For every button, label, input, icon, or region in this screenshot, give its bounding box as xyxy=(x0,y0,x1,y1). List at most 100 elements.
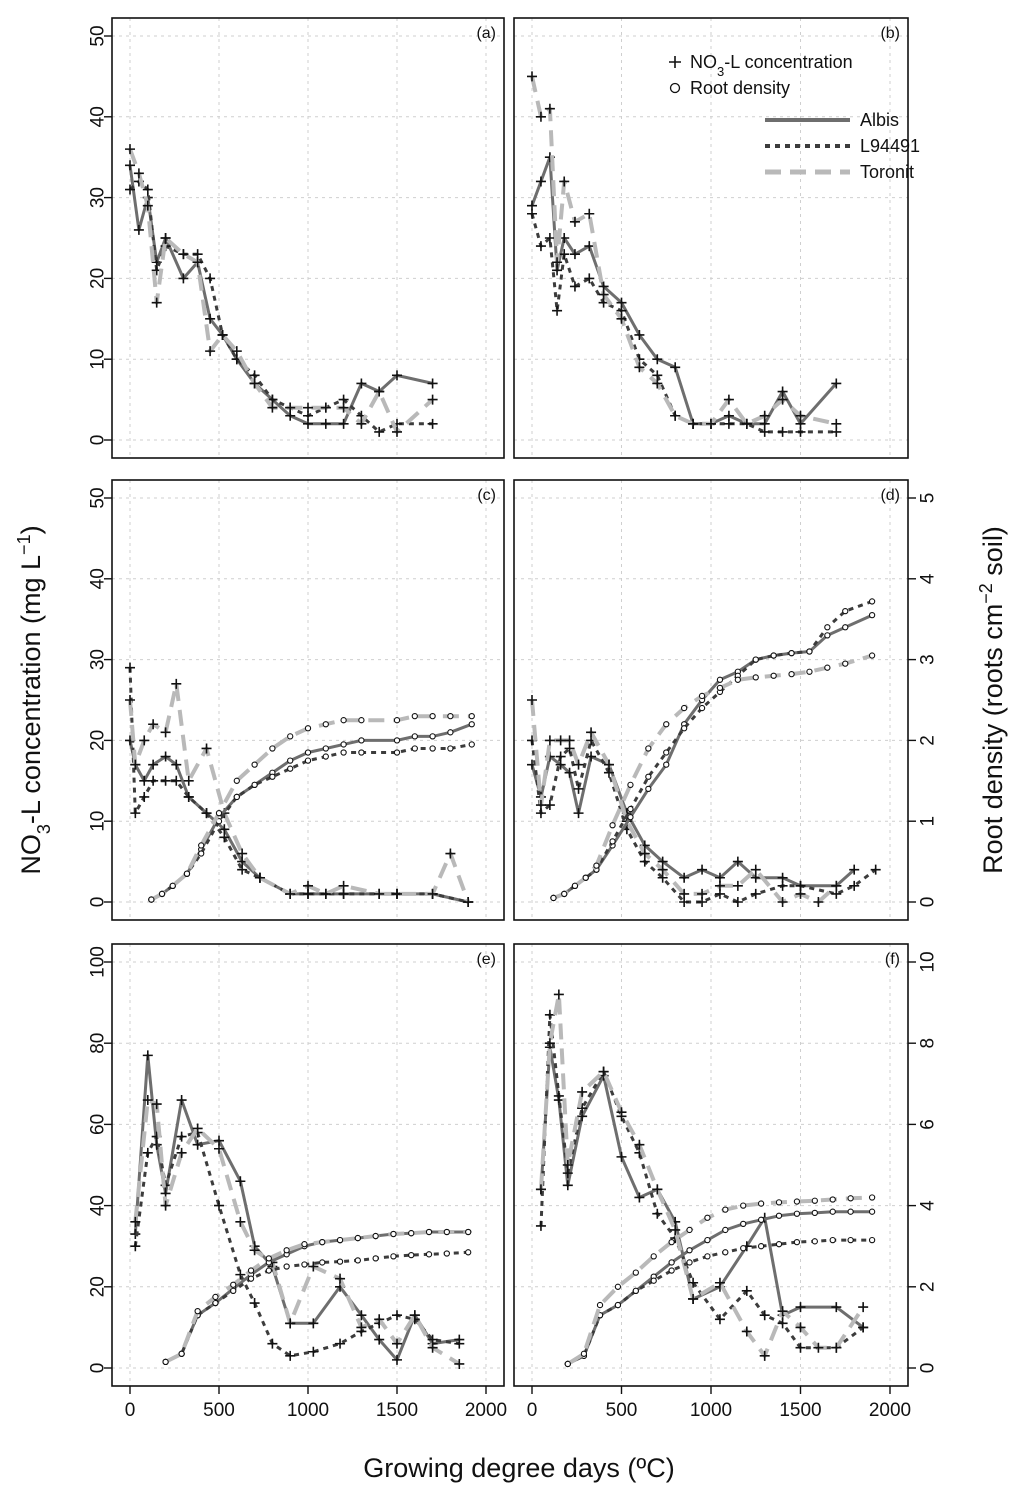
root-point xyxy=(215,809,223,817)
no3-point xyxy=(171,678,182,689)
root-point xyxy=(775,1199,783,1206)
no3-point xyxy=(214,1200,224,1211)
root-point xyxy=(704,1253,711,1260)
no3-point xyxy=(409,1310,420,1321)
no3-point xyxy=(125,184,135,195)
no3-point xyxy=(374,386,385,397)
root-point xyxy=(788,649,795,657)
no3-point xyxy=(616,313,627,324)
root-point xyxy=(465,1228,472,1236)
root-line-albis xyxy=(164,1230,469,1364)
root-point xyxy=(411,713,418,720)
root-point xyxy=(752,674,759,681)
no3-point xyxy=(285,402,296,413)
no3-point xyxy=(130,759,141,770)
no3-point xyxy=(831,418,842,429)
root-point xyxy=(722,1249,729,1256)
root-point xyxy=(704,1236,711,1244)
root-line-toronit xyxy=(164,1230,469,1364)
root-point xyxy=(148,896,155,903)
no3-point xyxy=(183,791,194,802)
no3-point xyxy=(160,751,171,762)
legend-marker-circle xyxy=(669,82,681,94)
no3-point xyxy=(688,1293,699,1304)
y-right-tick-label: 0 xyxy=(918,897,939,908)
no3-point xyxy=(697,864,708,875)
root-point xyxy=(704,1214,711,1221)
no3-point xyxy=(160,775,171,786)
no3-point xyxy=(652,1208,663,1219)
no3-point xyxy=(535,800,546,811)
root-point xyxy=(564,1360,571,1368)
no3-point xyxy=(569,249,580,260)
no3-point xyxy=(564,767,575,778)
no3-point xyxy=(303,880,313,891)
no3-point xyxy=(176,1095,187,1106)
root-point xyxy=(650,1277,657,1284)
y-tick-label: 0 xyxy=(88,1363,109,1374)
no3-point xyxy=(858,1302,869,1313)
no3-point xyxy=(335,1338,346,1349)
no3-point xyxy=(133,224,144,235)
root-point xyxy=(319,1238,326,1246)
root-point xyxy=(287,757,294,764)
root-point xyxy=(868,612,876,619)
root-line-l94491 xyxy=(150,742,473,901)
no3-point xyxy=(535,1184,546,1195)
root-point xyxy=(740,1220,747,1228)
no3-line-albis xyxy=(539,1045,865,1329)
no3-point xyxy=(308,1261,319,1272)
root-point xyxy=(393,737,401,744)
no3-point xyxy=(527,71,537,82)
no3-point xyxy=(750,864,761,875)
no3-point xyxy=(148,775,159,786)
root-point xyxy=(716,684,724,692)
y-tick-label: 10 xyxy=(88,349,109,370)
root-point xyxy=(811,1209,818,1217)
no3-point xyxy=(679,872,690,883)
no3-point xyxy=(142,1050,153,1061)
no3-point xyxy=(723,418,734,429)
root-point xyxy=(251,761,258,768)
root-point xyxy=(287,765,294,772)
root-point xyxy=(716,676,724,683)
no3-point xyxy=(759,410,770,421)
no3-point xyxy=(285,1318,296,1329)
no3-line-toronit xyxy=(530,75,837,426)
panel-label: (c) xyxy=(477,487,496,504)
root-point xyxy=(614,1283,622,1290)
no3-point xyxy=(679,888,690,899)
root-point xyxy=(650,1253,657,1260)
root-point xyxy=(775,1241,783,1248)
no3-line-l94491 xyxy=(539,1013,865,1350)
root-point xyxy=(740,1202,747,1209)
no3-point xyxy=(795,1322,806,1333)
no3-point xyxy=(178,273,189,284)
no3-point xyxy=(151,297,162,308)
no3-point xyxy=(338,402,349,413)
no3-point xyxy=(795,888,806,899)
no3-point xyxy=(777,1306,788,1317)
no3-point xyxy=(130,1241,141,1252)
no3-point xyxy=(714,1314,725,1325)
no3-point xyxy=(235,1216,246,1227)
no3-point xyxy=(870,864,881,875)
root-point xyxy=(681,725,688,732)
root-point xyxy=(287,733,294,740)
no3-point xyxy=(142,184,153,195)
no3-point xyxy=(249,378,260,389)
root-point xyxy=(283,1263,290,1270)
root-point xyxy=(230,1287,237,1295)
root-point xyxy=(847,1208,854,1215)
no3-point xyxy=(652,1184,663,1195)
root-point xyxy=(354,1234,361,1242)
no3-point xyxy=(552,305,563,316)
no3-point xyxy=(427,378,438,389)
no3-point xyxy=(831,880,842,891)
root-point xyxy=(627,781,634,788)
root-point xyxy=(443,1250,450,1257)
root-point xyxy=(198,842,205,849)
no3-point xyxy=(392,1310,402,1321)
root-line-l94491 xyxy=(567,1238,873,1366)
